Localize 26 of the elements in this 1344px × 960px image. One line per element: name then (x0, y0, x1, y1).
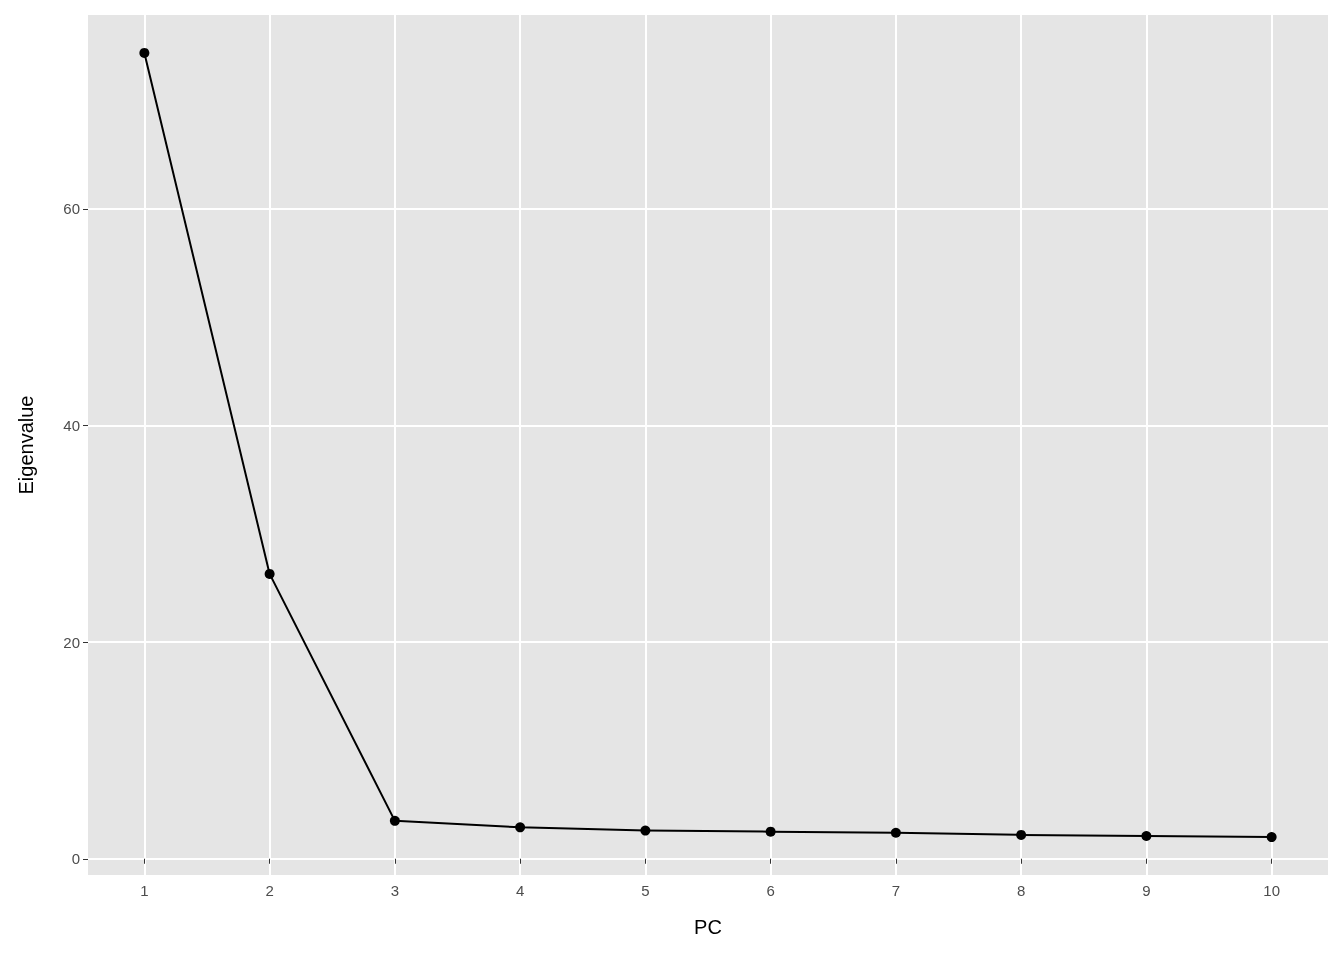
x-tick-label: 4 (515, 882, 525, 899)
point (264, 568, 275, 579)
x-tick-label: 5 (641, 882, 650, 899)
x-tick-label: 6 (766, 882, 775, 899)
x-tick-label: 1 (140, 882, 149, 899)
x-tick-label: 7 (891, 882, 901, 899)
y-tick-label: 0 (71, 850, 80, 868)
point (1016, 829, 1027, 840)
x-tick-label: 10 (1263, 882, 1280, 899)
x-tick-label: 2 (265, 882, 274, 899)
point (389, 815, 400, 826)
x-tick-label: 3 (390, 882, 400, 899)
y-tick-label: 60 (63, 200, 80, 218)
point (1141, 831, 1152, 841)
x-axis-title: PC (694, 916, 722, 938)
x-tick-label: 9 (1142, 882, 1151, 899)
y-tick-label: 20 (63, 633, 80, 651)
point (765, 826, 776, 837)
point (640, 825, 651, 836)
y-axis-title: Eigenvalue (15, 395, 37, 495)
point (515, 822, 526, 833)
point (1266, 832, 1277, 843)
y-tick-label: 40 (63, 417, 80, 434)
x-tick-label: 8 (1016, 882, 1026, 899)
point (139, 47, 150, 58)
point (890, 827, 901, 838)
